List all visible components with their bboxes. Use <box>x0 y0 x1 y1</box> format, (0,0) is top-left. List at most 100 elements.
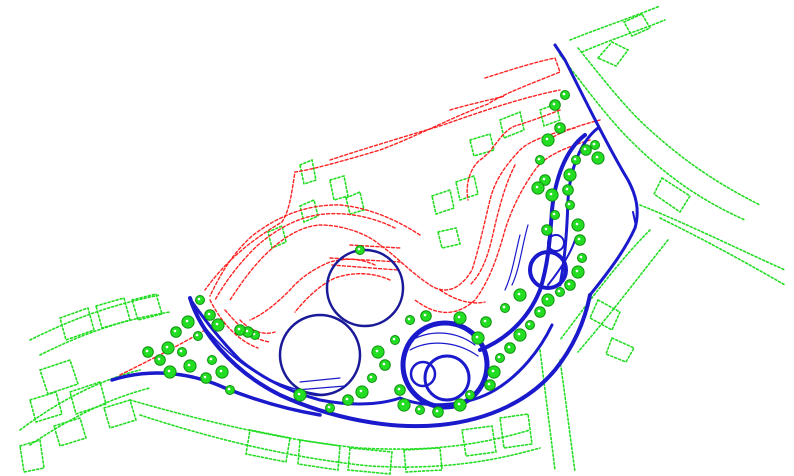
tree-icon <box>555 287 565 297</box>
contour-line <box>439 289 486 304</box>
tree-icon <box>453 398 467 412</box>
south-west-block <box>38 358 80 396</box>
contour-line <box>414 139 591 314</box>
south-east-road-edge <box>577 239 669 353</box>
tree-icon <box>215 365 229 379</box>
tree-icon <box>367 373 377 383</box>
tree-icon <box>513 328 527 342</box>
tree-icon <box>571 265 585 279</box>
tree-icon <box>211 318 225 332</box>
south-block <box>461 425 497 457</box>
east-block <box>652 176 692 214</box>
tree-icon <box>539 174 551 186</box>
tree-icon <box>500 303 510 313</box>
north-street-block <box>596 41 630 67</box>
tree-icon <box>325 403 335 413</box>
tree-icon <box>355 385 369 399</box>
tree-icon <box>590 140 600 150</box>
south-west-block <box>69 380 107 416</box>
south-west-block <box>29 390 63 424</box>
inner-terrace <box>345 190 365 215</box>
bottom-street-edge <box>139 414 541 468</box>
tree-icon <box>564 279 576 291</box>
tree-icon <box>549 99 561 111</box>
contour-line <box>204 57 561 291</box>
tree-icon <box>484 379 496 391</box>
tree-icon <box>487 365 501 379</box>
tree-icon <box>525 320 535 330</box>
inner-terrace <box>299 158 317 186</box>
east-road-edge <box>639 204 786 271</box>
tree-icon <box>571 155 581 165</box>
tree-icon <box>531 181 545 195</box>
tree-icon <box>577 253 587 263</box>
east-road-edge <box>577 47 761 206</box>
west-block <box>130 293 164 321</box>
tree-icon <box>465 390 475 400</box>
tree-icon <box>535 155 545 165</box>
main-promenade <box>553 43 639 297</box>
context-layer <box>19 5 786 475</box>
main-promenade <box>188 293 592 429</box>
pond-icon <box>400 320 490 410</box>
bottom-block <box>347 447 393 475</box>
contour-line <box>466 109 561 201</box>
contour-line <box>449 95 506 111</box>
tree-icon <box>163 365 177 379</box>
south-west-street-edge <box>19 369 141 431</box>
tree-icon <box>453 311 467 325</box>
inner-terrace <box>455 174 479 202</box>
tree-icon <box>177 347 187 357</box>
path-detail <box>299 377 341 383</box>
path-detail <box>295 385 346 391</box>
contour-line <box>331 264 399 271</box>
tree-icon <box>571 218 585 232</box>
pond-icon <box>528 250 568 290</box>
west-block <box>95 297 131 329</box>
tree-icon <box>513 288 527 302</box>
south-west-block <box>53 416 87 448</box>
inner-terrace <box>499 110 525 140</box>
tree-icon <box>371 345 385 359</box>
tree-icon <box>541 224 553 236</box>
contour-line <box>469 164 516 286</box>
path-detail <box>511 224 529 286</box>
tree-icon <box>390 335 400 345</box>
tree-icon <box>504 342 516 354</box>
inner-terrace <box>437 227 461 249</box>
tree-icon <box>183 359 197 373</box>
tree-icon <box>471 331 485 345</box>
tree-icon <box>394 384 406 396</box>
inner-path <box>478 133 587 352</box>
bottom-block <box>245 429 291 463</box>
tree-icon <box>574 234 586 246</box>
south-west-block <box>103 398 137 430</box>
tree-icon <box>534 306 546 318</box>
tree-icon <box>225 385 235 395</box>
main-promenade <box>110 371 322 417</box>
inner-terrace <box>329 174 349 202</box>
tree-icon <box>170 326 182 338</box>
tree-icon <box>591 151 605 165</box>
inner-terrace <box>539 102 561 128</box>
tree-icon <box>580 144 592 156</box>
tree-icon <box>204 309 216 321</box>
tree-icon <box>565 200 575 210</box>
tree-icon <box>545 188 559 202</box>
west-block <box>59 306 95 342</box>
path-detail <box>504 234 521 291</box>
east-road-edge <box>559 54 746 221</box>
north-street-block <box>622 12 652 38</box>
tree-icon <box>142 346 154 358</box>
south-east-block <box>604 336 636 364</box>
path-layer <box>110 43 639 429</box>
tree-icon <box>541 133 555 147</box>
tree-icon <box>161 341 175 355</box>
tree-icon <box>379 359 391 371</box>
pond-inner <box>423 354 471 402</box>
contour-layer <box>119 57 601 376</box>
north-street-edge <box>581 19 666 53</box>
bottom-block <box>297 439 341 471</box>
tree-icon <box>415 405 425 415</box>
